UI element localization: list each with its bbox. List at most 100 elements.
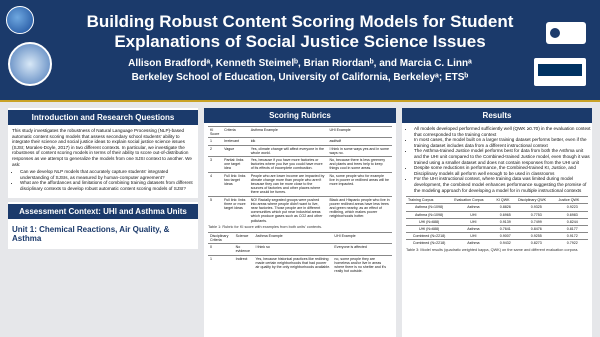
cell: No evidence [233,243,254,256]
cell: Asthma [452,224,495,233]
nsf-logo [6,6,34,34]
column-header: Asthma Example [253,231,333,244]
cell: 0.9139 [494,217,517,226]
cell: UHI [452,217,495,226]
cell: idk [248,137,328,146]
header: Building Robust Content Scoring Models f… [0,0,600,102]
cell: Full link: links two target ideas [222,171,249,197]
cell: 0.9223 [556,203,588,212]
table-row: Asthma (N=1098) UHI 0.6965 0.7753 0.6983 [406,210,588,219]
cell: 0.7641 [494,224,517,233]
cell: Yes, because historical practices like r… [253,254,333,275]
table-row: 0 No evidence I think so Everyone is affect… [208,243,392,256]
cell: 3 [208,156,223,173]
column-header: Disciplinary Criteria [208,231,234,244]
wise-logo [8,42,52,86]
column-header: KI Score [208,125,223,138]
cell: Vague [222,144,249,157]
header-row: Disciplinary Criteria Science Asthma Examp… [208,231,392,244]
affiliation: Berkeley School of Education, University… [131,72,469,83]
column-header: Disciplinary QWK [516,196,557,204]
cell: No, because there is less greenery and p… [327,156,392,173]
ets-logo [546,22,586,44]
cell: 1 [208,254,234,275]
bullet: All models developed performed sufficien… [414,126,592,137]
cell: 0.7753 [516,210,557,219]
cell: 0.9432 [494,239,517,247]
column-header: UHI Example [327,125,392,138]
cell: 0.9172 [556,232,588,240]
assessment-box: Assessment Context: UHI and Asthma Units… [8,201,198,249]
cell: Asthma (N=1098) [406,210,453,219]
table-row: 5 Full link: links three or more target i… [208,195,392,224]
cell: No, some people who for example live in … [327,171,392,197]
right-column: Results All models developed performed s… [402,108,592,337]
table-row: 1 Irrelevant idk asdfsdf [208,137,392,146]
cell: Indirect [233,254,254,275]
cell: 0.8826 [494,203,517,212]
unit-title: Unit 1: Chemical Reactions, Air Quality,… [12,224,170,243]
cell: Asthma [452,203,495,212]
cell: 0 [208,243,234,256]
column-header: Evaluation Corpus [452,196,495,204]
cell: Asthma [452,239,495,247]
rubric-table: KI Score Criteria Asthma Example UHI Exampl… [208,125,392,224]
bullet-list: All models developed performed sufficien… [402,126,592,193]
cell: Full link: links three or more target id… [222,195,249,224]
authors: Allison Bradfordᵃ, Kenneth Steimelᵇ, Bri… [128,58,472,69]
column-header: KI QWK [494,196,517,204]
cell: 2 [208,144,223,157]
cell: 5 [208,195,223,224]
cell: 0.6983 [556,210,588,219]
title: Building Robust Content Scoring Models f… [86,12,514,51]
cell: Yes, climate change will affect everyone… [248,144,328,157]
section-heading: Results [402,108,592,123]
table-row: 1 Indirect Yes, because historical practic… [208,254,392,275]
bullet: Can we develop NLP models that accuratel… [20,169,198,180]
bullet: What are the affordances and limitations… [20,180,198,191]
bullet: The Asthma-trained Justice model perform… [414,148,592,165]
cell: UHI [452,210,495,219]
cell: UHI (N=688) [406,224,453,233]
left-column: Introduction and Research Questions This… [8,108,198,337]
cell: I think so [253,243,333,256]
caption: Table 1: Rubric for KI score with exampl… [208,224,323,229]
cell: I think in some ways yes and in some way… [327,144,392,157]
header-row: Training Corpus Evaluation Corpus KI QWK Di… [406,196,588,204]
results-table: Training Corpus Evaluation Corpus KI QWK Di… [406,196,588,247]
table-row: 3 Partial: links one target idea Yes, beca… [208,156,392,173]
cell: 0.8476 [516,224,557,233]
cell: Combined (N=2218) [406,232,453,240]
rubric-table: Disciplinary Criteria Science Asthma Examp… [208,231,392,275]
cell: Asthma (N=1098) [406,203,453,212]
table-row: UHI (N=688) Asthma 0.7641 0.8476 0.8177 [406,224,588,233]
cell: UHI (N=688) [406,217,453,226]
cell: 0.8177 [556,224,588,233]
cell: no, some people they are homeless and/or… [332,254,392,275]
column-header: UHI Example [332,231,392,244]
cell: UHI [452,232,495,240]
cell: People who are lower income are impacted… [248,171,328,197]
bullet-list: Can we develop NLP models that accuratel… [8,169,198,191]
table-row: 4 Full link: links two target ideas People… [208,171,392,197]
cell: 4 [208,171,223,197]
header-row: KI Score Criteria Asthma Example UHI Exampl… [208,125,392,138]
cell: Partial: links one target idea [222,156,249,173]
table-row: Combined (N=2218) UHI 0.9007 0.9255 0.9172 [406,232,588,240]
cell: 0.8273 [516,239,557,247]
cell: Everyone is affected [332,243,392,256]
column-header: Science [233,231,254,244]
cell: asdfsdf [327,137,392,146]
intro-box: Introduction and Research Questions This… [8,108,198,198]
column-header: Criteria [222,125,249,138]
cell: 1 [208,137,223,146]
berkeley-logo [534,58,586,86]
column-header: Training Corpus [406,196,453,204]
cell: Combined (N=2218) [406,239,453,247]
table-row: Asthma (N=1098) Asthma 0.8826 0.9325 0.9223 [406,203,588,212]
cell: Irrelevant [222,137,249,146]
cell: 0.9325 [516,203,557,212]
